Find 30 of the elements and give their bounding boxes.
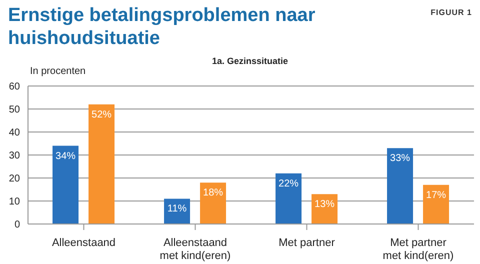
bar — [88, 104, 115, 224]
data-label: 33% — [390, 153, 410, 164]
data-label: 22% — [278, 178, 299, 190]
x-tick-label: Met partner — [278, 237, 336, 249]
chart-title: Ernstige betalingsproblemen naar huishoudsituatie — [8, 4, 316, 50]
bar — [200, 182, 226, 224]
x-tick-label: Alleenstaand met kind(eren) — [160, 237, 231, 262]
bar — [52, 146, 79, 224]
data-label: 11% — [167, 204, 187, 215]
data-label: 52% — [92, 109, 112, 120]
data-label: 18% — [203, 188, 224, 199]
chart-subtitle: 1a. Gezinssituatie — [210, 56, 290, 66]
bar — [312, 194, 338, 224]
data-label: 34% — [56, 150, 76, 162]
text: FIGUUR 1 — [430, 8, 472, 17]
bar — [276, 173, 302, 224]
data-label: 17% — [426, 190, 446, 201]
bar — [423, 184, 450, 224]
y-axis-title: In procenten — [30, 66, 86, 77]
y-tick-label: 20 — [8, 174, 20, 185]
y-tick-label: 60 — [8, 82, 20, 93]
y-tick-label: 0 — [14, 220, 20, 231]
data-label: 13% — [314, 199, 335, 210]
x-tick-label: Met partner met kind(eren) — [382, 237, 454, 262]
y-tick-label: 50 — [8, 104, 20, 116]
bar — [387, 148, 414, 224]
y-tick-label: 40 — [8, 128, 20, 139]
y-tick-label: 10 — [8, 196, 20, 208]
y-tick-label: 30 — [8, 150, 20, 162]
x-tick-label: Alleenstaand — [52, 237, 116, 249]
